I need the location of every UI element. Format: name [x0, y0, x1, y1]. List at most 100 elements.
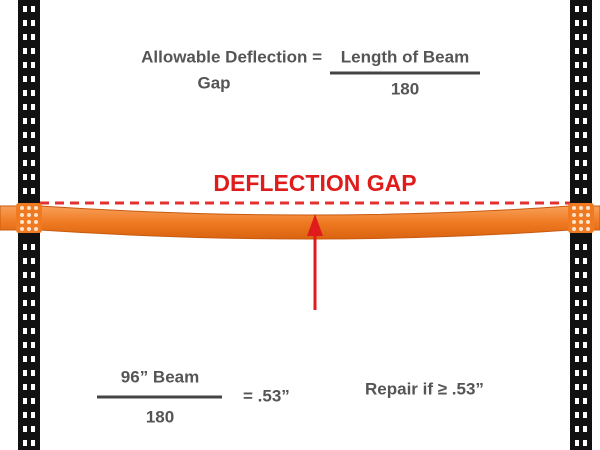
upright-hole — [31, 76, 35, 82]
connector-hole — [27, 213, 31, 217]
upright-hole — [575, 258, 579, 264]
upright-hole — [583, 426, 587, 432]
upright-hole — [23, 160, 27, 166]
upright-hole — [575, 286, 579, 292]
connector-hole — [20, 220, 24, 224]
connector-hole — [572, 213, 576, 217]
upright-hole — [23, 48, 27, 54]
left-connector — [16, 203, 42, 233]
upright-hole — [583, 244, 587, 250]
upright-hole — [575, 160, 579, 166]
arrow-head — [307, 214, 323, 236]
upright-hole — [31, 356, 35, 362]
upright-hole — [31, 244, 35, 250]
connector-hole — [34, 213, 38, 217]
upright-hole — [31, 174, 35, 180]
upright-hole — [31, 426, 35, 432]
connector-hole — [579, 220, 583, 224]
upright-hole — [23, 188, 27, 194]
upright-hole — [583, 160, 587, 166]
upright-hole — [31, 342, 35, 348]
upright-hole — [31, 146, 35, 152]
upright-hole — [575, 34, 579, 40]
upright-hole — [31, 286, 35, 292]
upright-hole — [583, 62, 587, 68]
upright-hole — [31, 188, 35, 194]
upright-hole — [575, 90, 579, 96]
upright-hole — [583, 258, 587, 264]
upright-hole — [23, 328, 27, 334]
upright-hole — [23, 412, 27, 418]
upright-hole — [583, 300, 587, 306]
formula-left: Allowable Deflection = — [141, 47, 322, 66]
upright-hole — [23, 272, 27, 278]
connector-hole — [34, 206, 38, 210]
upright-hole — [23, 258, 27, 264]
upright-hole — [575, 272, 579, 278]
upright-hole — [31, 160, 35, 166]
upright-hole — [31, 34, 35, 40]
upright-hole — [583, 146, 587, 152]
upright-hole — [583, 132, 587, 138]
upright-hole — [583, 20, 587, 26]
upright-hole — [583, 440, 587, 446]
upright-hole — [31, 328, 35, 334]
upright-hole — [31, 258, 35, 264]
connector-hole — [579, 206, 583, 210]
upright-hole — [583, 342, 587, 348]
upright-hole — [583, 188, 587, 194]
connector-hole — [27, 206, 31, 210]
upright-hole — [23, 286, 27, 292]
upright-hole — [583, 34, 587, 40]
upright-hole — [23, 6, 27, 12]
upright-hole — [23, 398, 27, 404]
upright-hole — [583, 76, 587, 82]
upright-hole — [23, 132, 27, 138]
upright-hole — [31, 272, 35, 278]
upright-hole — [583, 370, 587, 376]
upright-hole — [23, 314, 27, 320]
example-result: = .53” — [243, 386, 290, 405]
upright-hole — [31, 398, 35, 404]
upright-hole — [31, 118, 35, 124]
upright-hole — [23, 146, 27, 152]
upright-hole — [575, 300, 579, 306]
formula-denominator: 180 — [391, 79, 419, 98]
connector-hole — [27, 227, 31, 231]
connector-hole — [572, 227, 576, 231]
upright-hole — [575, 314, 579, 320]
connector-hole — [572, 206, 576, 210]
upright-hole — [583, 6, 587, 12]
upright-hole — [583, 272, 587, 278]
upright-hole — [31, 132, 35, 138]
upright-hole — [23, 174, 27, 180]
right-connector — [568, 203, 594, 233]
upright-hole — [575, 440, 579, 446]
upright-hole — [575, 370, 579, 376]
upright-hole — [575, 244, 579, 250]
example-denominator: 180 — [146, 407, 174, 426]
connector-hole — [586, 206, 590, 210]
upright-hole — [31, 62, 35, 68]
upright-hole — [583, 328, 587, 334]
upright-hole — [583, 90, 587, 96]
upright-hole — [23, 104, 27, 110]
connector-hole — [572, 220, 576, 224]
upright-hole — [23, 356, 27, 362]
upright-hole — [31, 104, 35, 110]
upright-hole — [575, 328, 579, 334]
upright-hole — [575, 104, 579, 110]
sagging-beam — [0, 205, 600, 240]
connector-hole — [34, 220, 38, 224]
upright-hole — [23, 300, 27, 306]
upright-hole — [31, 384, 35, 390]
upright-hole — [583, 48, 587, 54]
upright-hole — [23, 342, 27, 348]
upright-hole — [583, 412, 587, 418]
upright-hole — [31, 48, 35, 54]
upright-hole — [31, 440, 35, 446]
upright-hole — [23, 384, 27, 390]
upright-hole — [583, 356, 587, 362]
upright-hole — [31, 314, 35, 320]
